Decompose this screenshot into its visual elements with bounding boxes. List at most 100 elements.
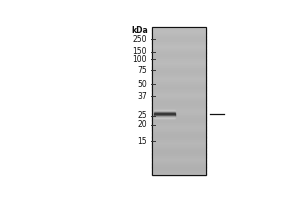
Bar [152,171,206,172]
Bar [152,39,206,41]
Bar [152,151,206,152]
Bar [152,85,206,86]
Bar [152,31,206,32]
Bar [152,170,206,171]
Bar [152,56,206,57]
Bar [152,27,206,175]
Bar [152,92,206,93]
Bar [152,59,206,60]
Bar [152,170,206,171]
Bar [154,117,176,118]
Bar [152,89,206,91]
Bar [152,169,206,170]
Text: 100: 100 [132,55,147,64]
Bar [152,132,206,133]
Bar [152,129,206,131]
Bar [152,82,206,83]
Bar [152,79,206,80]
Bar [154,108,176,109]
Bar [152,118,206,119]
Bar [152,71,206,72]
Bar [152,155,206,156]
Bar [152,100,206,101]
Bar [152,88,206,89]
Bar [152,90,206,91]
Bar [152,140,206,141]
Bar [152,159,206,160]
Bar [152,78,206,79]
Bar [152,173,206,174]
Bar [152,63,206,64]
Text: 20: 20 [137,120,147,129]
Bar [152,128,206,129]
Bar [152,39,206,40]
Bar [152,43,206,44]
Bar [152,95,206,96]
Bar [152,153,206,154]
Bar [152,105,206,106]
Bar [152,64,206,65]
Bar [152,103,206,104]
Bar [152,70,206,71]
Bar [152,87,206,88]
Bar [152,69,206,70]
Bar [152,125,206,126]
Bar [152,163,206,164]
Bar [152,59,206,61]
Bar [152,137,206,138]
Bar [152,80,206,81]
Bar [152,69,206,71]
Bar [152,46,206,47]
Bar [152,102,206,103]
Bar [152,106,206,107]
Bar [152,58,206,59]
Bar [152,72,206,73]
Bar [152,49,206,50]
Bar [152,150,206,151]
Bar [154,115,176,116]
Bar [152,54,206,55]
Bar [154,120,176,121]
Bar [152,65,206,66]
Bar [152,146,206,148]
Bar [152,160,206,161]
Bar [152,106,206,108]
Bar [152,62,206,63]
Bar [152,73,206,74]
Bar [152,113,206,114]
Bar [152,127,206,128]
Bar [152,83,206,84]
Bar [152,104,206,105]
Bar [154,119,176,120]
Bar [152,156,206,157]
Bar [152,131,206,132]
Bar [152,166,206,168]
Bar [152,36,206,37]
Bar [152,46,206,47]
Bar [152,108,206,109]
Bar [152,99,206,101]
Bar [152,42,206,44]
Bar [154,116,176,117]
Bar [152,27,206,28]
Bar [152,115,206,116]
Bar [152,83,206,84]
Bar [152,34,206,35]
Bar [152,142,206,143]
Bar [152,138,206,139]
Bar [152,136,206,137]
Bar [152,166,206,167]
Bar [152,98,206,99]
Bar [154,113,176,114]
Text: 150: 150 [132,47,147,56]
Text: 37: 37 [137,92,147,101]
Bar [152,77,206,78]
Bar [152,150,206,151]
Bar [154,109,176,110]
Bar [152,109,206,110]
Bar [152,136,206,138]
Bar [152,109,206,111]
Bar [152,133,206,134]
Bar [152,129,206,130]
Bar [152,172,206,173]
